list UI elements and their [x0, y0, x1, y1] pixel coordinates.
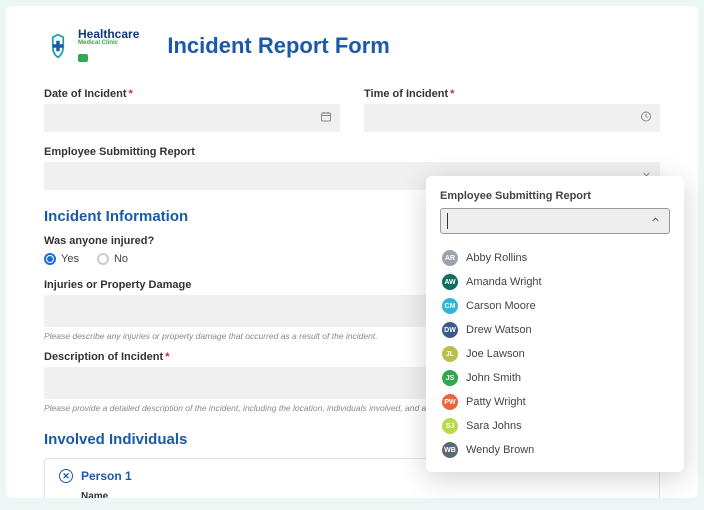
label-employee: Employee Submitting Report	[44, 146, 660, 158]
row-date-time: Date of Incident* Time of Incident*	[44, 88, 660, 132]
logo-icon	[44, 32, 72, 60]
employee-name: Abby Rollins	[466, 252, 527, 264]
employee-option[interactable]: JS John Smith	[440, 366, 670, 390]
employee-option[interactable]: AR Abby Rollins	[440, 246, 670, 270]
radio-no[interactable]: No	[97, 253, 128, 265]
avatar: DW	[442, 322, 458, 338]
text-cursor	[447, 213, 448, 229]
required-mark: *	[129, 88, 133, 100]
input-time[interactable]	[364, 104, 660, 132]
header: Healthcare Medical Clinic Incident Repor…	[44, 28, 660, 64]
label-person-name: Name	[81, 491, 645, 498]
avatar: SJ	[442, 418, 458, 434]
avatar: WB	[442, 442, 458, 458]
required-mark: *	[165, 351, 169, 363]
popup-search-input[interactable]	[440, 208, 670, 234]
employee-dropdown-popup: Employee Submitting Report AR Abby Rollin…	[426, 176, 684, 472]
radio-dot-icon	[44, 253, 56, 265]
clock-icon[interactable]	[640, 111, 652, 126]
employee-option[interactable]: PW Patty Wright	[440, 390, 670, 414]
label-time: Time of Incident*	[364, 88, 660, 100]
field-time: Time of Incident*	[364, 88, 660, 132]
employee-name: Sara Johns	[466, 420, 522, 432]
avatar: CM	[442, 298, 458, 314]
logo-text-block: Healthcare Medical Clinic	[78, 28, 139, 64]
remove-person-icon[interactable]: ✕	[59, 469, 73, 483]
avatar: JL	[442, 346, 458, 362]
avatar: JS	[442, 370, 458, 386]
avatar: AR	[442, 250, 458, 266]
employee-option[interactable]: WB Wendy Brown	[440, 438, 670, 462]
person-title: Person 1	[81, 469, 132, 483]
page-title: Incident Report Form	[167, 33, 389, 59]
radio-dot-icon	[97, 253, 109, 265]
employee-option[interactable]: SJ Sara Johns	[440, 414, 670, 438]
employee-name: Carson Moore	[466, 300, 536, 312]
logo: Healthcare Medical Clinic	[44, 28, 139, 64]
popup-label: Employee Submitting Report	[440, 190, 670, 202]
employee-option[interactable]: DW Drew Watson	[440, 318, 670, 342]
field-date: Date of Incident*	[44, 88, 340, 132]
required-mark: *	[450, 88, 454, 100]
employee-name: Drew Watson	[466, 324, 532, 336]
chevron-up-icon[interactable]	[650, 214, 661, 228]
employee-option[interactable]: CM Carson Moore	[440, 294, 670, 318]
label-date: Date of Incident*	[44, 88, 340, 100]
logo-brand: Healthcare	[78, 28, 139, 40]
employee-option[interactable]: JL Joe Lawson	[440, 342, 670, 366]
employee-name: Joe Lawson	[466, 348, 525, 360]
employee-name: Wendy Brown	[466, 444, 534, 456]
avatar: PW	[442, 394, 458, 410]
employee-name: John Smith	[466, 372, 521, 384]
employee-name: Patty Wright	[466, 396, 526, 408]
input-date[interactable]	[44, 104, 340, 132]
calendar-icon[interactable]	[320, 111, 332, 126]
employee-name: Amanda Wright	[466, 276, 542, 288]
avatar: AW	[442, 274, 458, 290]
logo-badge	[78, 54, 88, 62]
options-list: AR Abby Rollins AW Amanda Wright CM Carson Mo…	[440, 246, 670, 462]
employee-option[interactable]: AW Amanda Wright	[440, 270, 670, 294]
radio-yes[interactable]: Yes	[44, 253, 79, 265]
